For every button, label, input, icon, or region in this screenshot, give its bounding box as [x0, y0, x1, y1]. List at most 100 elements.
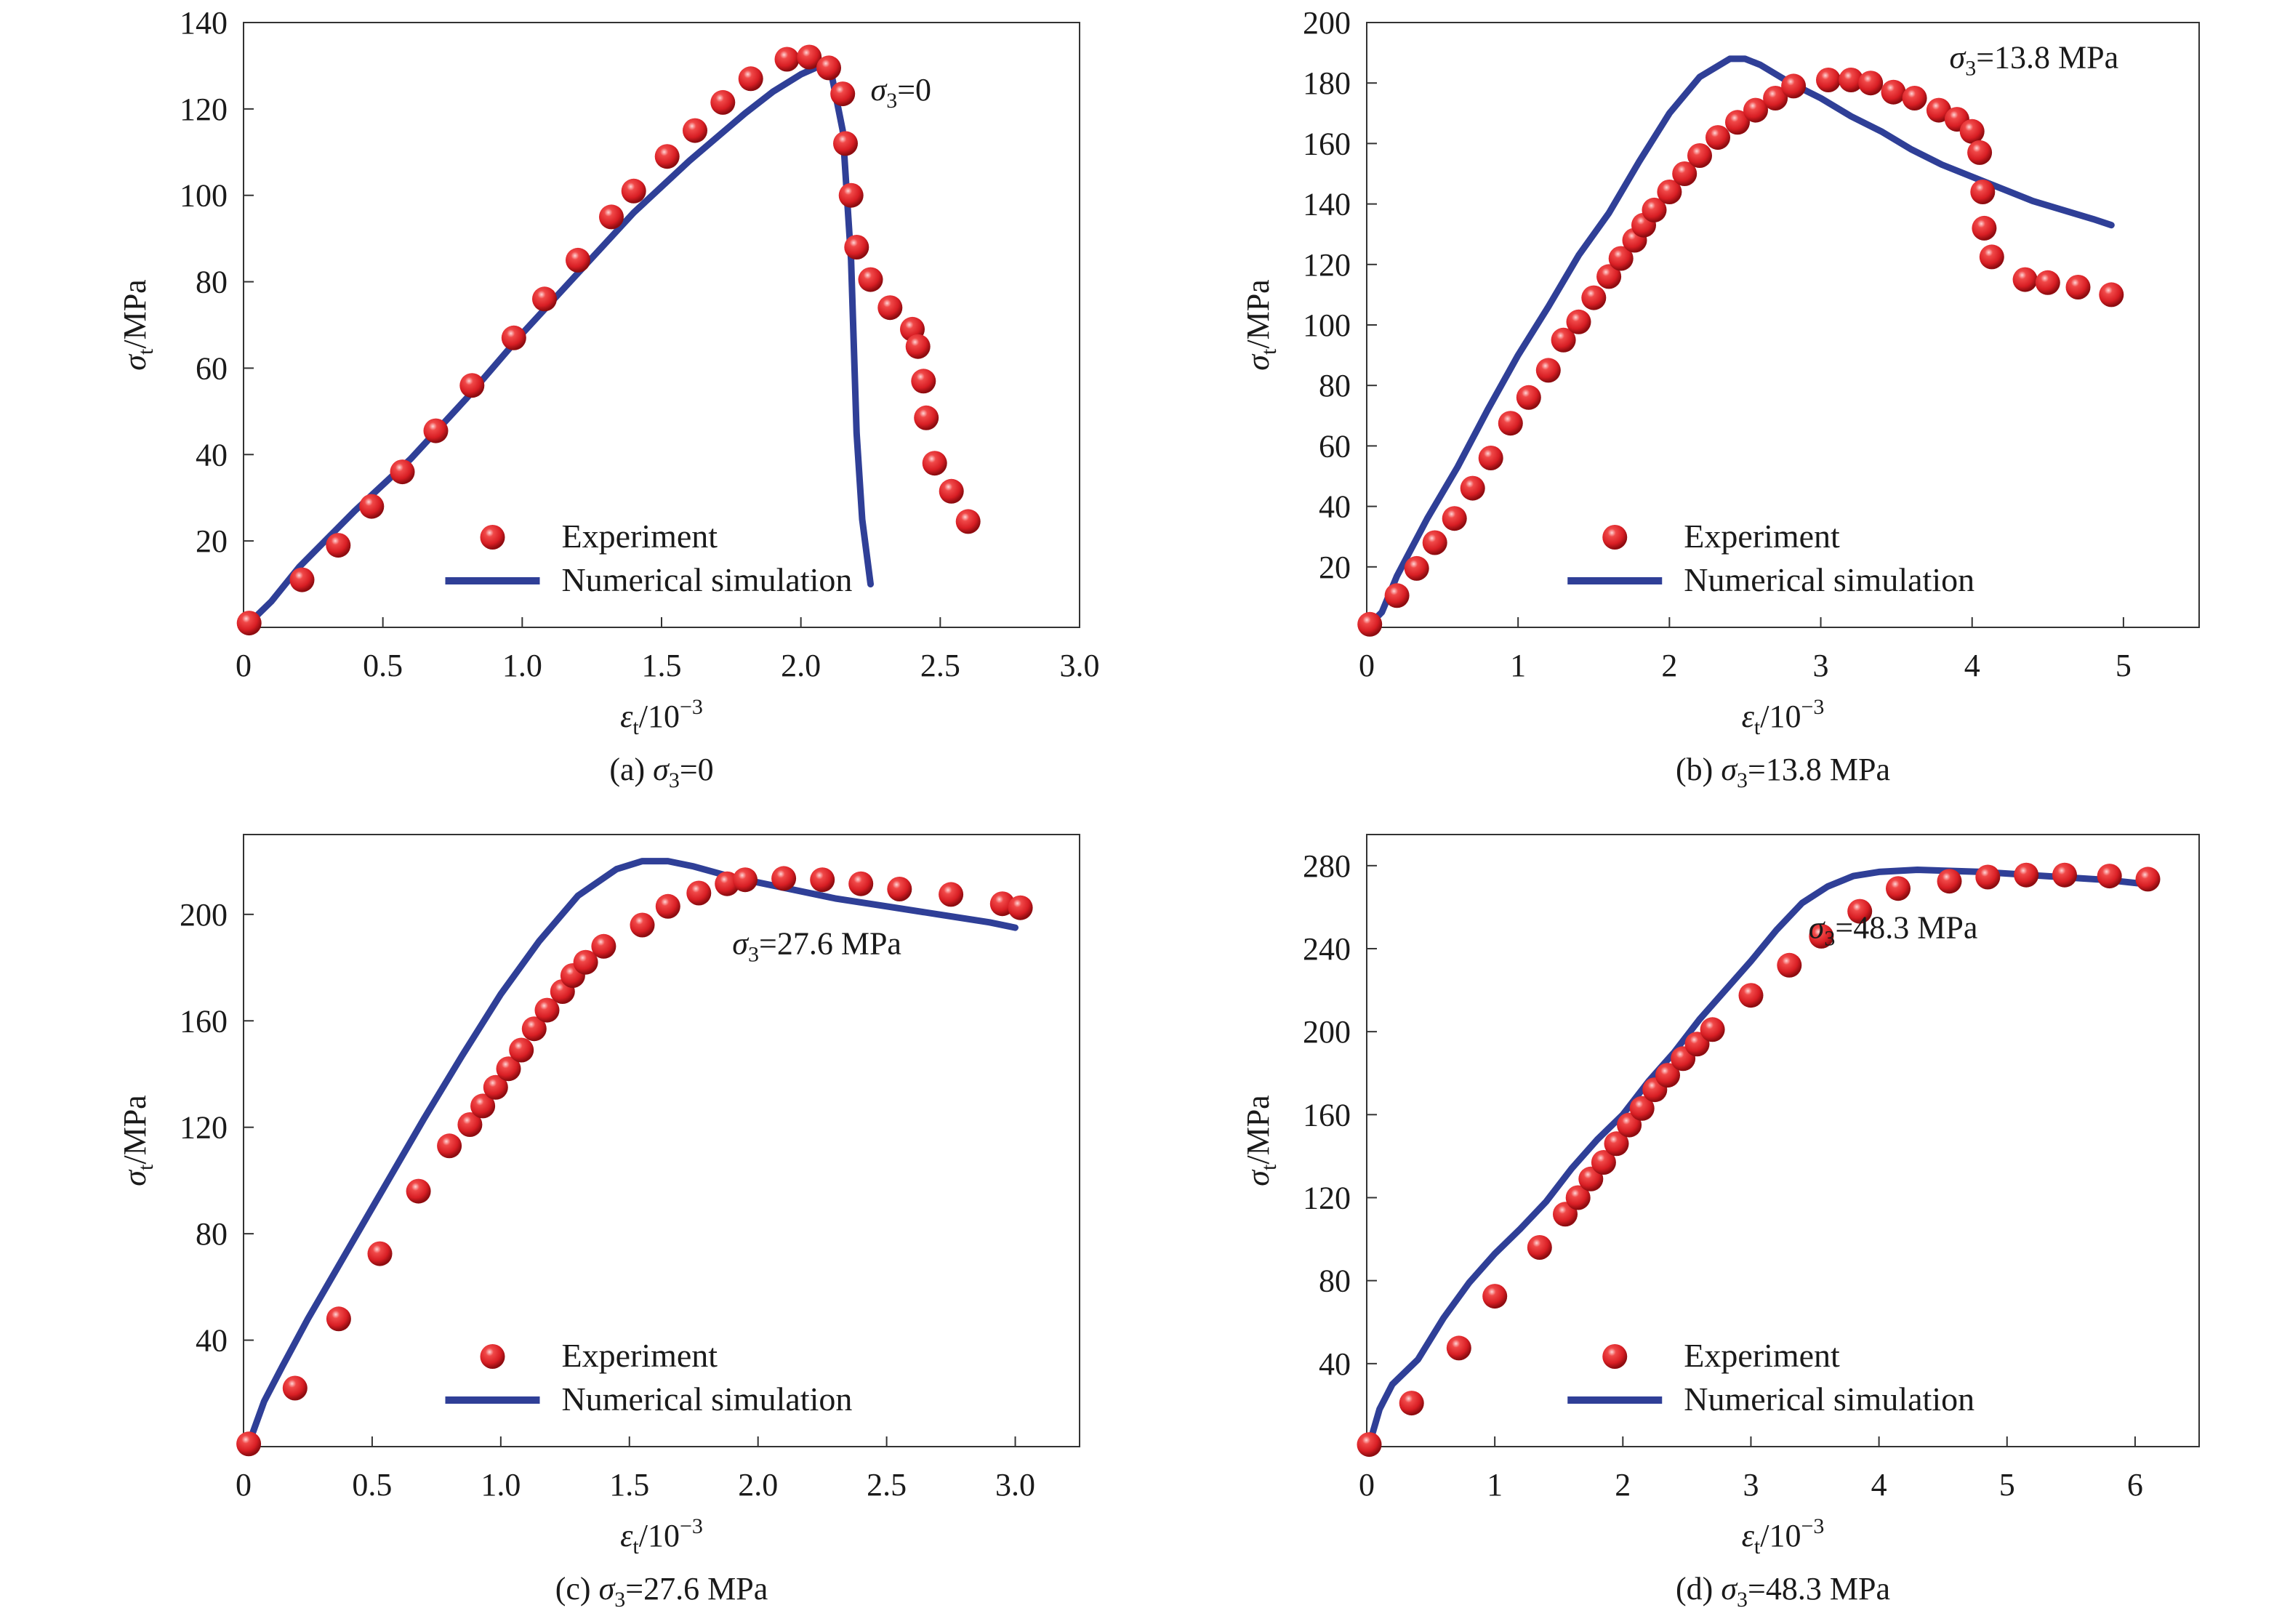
experiment-point: [774, 47, 800, 72]
y-tick-label: 80: [196, 1216, 228, 1252]
experiment-point: [236, 1431, 262, 1457]
experiment-point: [621, 178, 646, 204]
experiment-point: [939, 882, 964, 907]
experiment-point: [1498, 411, 1523, 436]
panel-caption: (d) σ3=48.3 MPa: [1676, 1571, 1890, 1612]
x-tick-label: 0: [236, 648, 252, 683]
experiment-point: [1858, 71, 1884, 96]
y-tick-label: 80: [1319, 368, 1351, 403]
x-tick-label: 6: [2127, 1467, 2143, 1503]
y-axis-label: σt/MPa: [1240, 279, 1281, 370]
experiment-point: [1591, 1150, 1616, 1175]
experiment-point: [2065, 275, 2091, 300]
experiment-point: [1629, 1096, 1655, 1121]
y-tick-label: 100: [1303, 307, 1351, 343]
experiment-point: [423, 418, 449, 443]
experiment-point: [1655, 1063, 1680, 1088]
experiment-point: [655, 893, 680, 919]
x-tick-label: 2.5: [920, 648, 960, 683]
x-tick-label: 4: [1964, 648, 1980, 683]
x-tick-label: 2: [1615, 1467, 1631, 1503]
experiment-point: [591, 933, 616, 959]
experiment-point: [905, 334, 931, 359]
legend-experiment-label: Experiment: [562, 1337, 718, 1374]
experiment-point: [1839, 68, 1864, 92]
experiment-point: [573, 949, 598, 975]
x-tick-label: 2: [1661, 648, 1677, 683]
experiment-point: [1967, 140, 1993, 165]
x-tick-label: 0.5: [363, 648, 403, 683]
x-tick-label: 0: [1359, 648, 1375, 683]
legend-experiment-marker: [1602, 525, 1628, 550]
experiment-point: [1809, 923, 1834, 949]
experiment-point: [483, 1074, 508, 1100]
experiment-point: [797, 44, 822, 70]
experiment-point: [390, 459, 415, 485]
experiment-point: [1847, 899, 1873, 924]
legend-simulation-label: Numerical simulation: [562, 561, 853, 598]
experiment-point: [326, 1306, 351, 1332]
y-tick-label: 40: [196, 437, 228, 473]
legend-simulation-label: Numerical simulation: [1684, 1380, 1974, 1418]
experiment-point: [1763, 86, 1788, 110]
experiment-point: [1642, 197, 1667, 222]
experiment-point: [1975, 864, 2001, 890]
panel-b: 0 1 2 3 4 5 20 40 60 80 100 120 140 160 180 200 Experime…: [1240, 5, 2200, 792]
x-tick-label: 5: [2116, 648, 2132, 683]
y-axis-label: σt/MPa: [117, 1095, 158, 1186]
experiment-point: [1516, 385, 1541, 410]
legend-simulation-label: Numerical simulation: [1684, 561, 1974, 598]
experiment-point: [733, 867, 758, 893]
x-tick-label: 0.5: [352, 1467, 392, 1503]
condition-annotation: σ3=48.3 MPa: [1809, 910, 1978, 951]
experiment-point: [496, 1056, 521, 1082]
experiment-point: [289, 567, 315, 592]
experiment-point: [1357, 1432, 1382, 1458]
experiment-point: [406, 1178, 431, 1204]
experiment-point: [877, 295, 903, 321]
experiment-point: [1604, 1131, 1629, 1157]
panel-caption: (b) σ3=13.8 MPa: [1676, 752, 1890, 792]
experiment-point: [2099, 282, 2124, 307]
experiment-point: [1535, 358, 1561, 383]
x-tick-label: 3.0: [1060, 648, 1100, 683]
x-tick-label: 1.5: [642, 648, 682, 683]
y-tick-label: 160: [1303, 126, 1351, 161]
y-tick-label: 180: [1303, 65, 1351, 101]
y-tick-label: 40: [1319, 1346, 1351, 1382]
y-axis-label: σt/MPa: [1240, 1095, 1281, 1186]
experiment-point: [955, 509, 981, 534]
experiment-point: [1478, 446, 1503, 470]
x-tick-label: 2.0: [738, 1467, 778, 1503]
x-axis-label: εt/10−3: [620, 695, 703, 739]
experiment-point: [1970, 180, 1996, 204]
experiment-point: [1972, 215, 1997, 241]
experiment-point: [1399, 1391, 1424, 1416]
experiment-point: [1725, 110, 1750, 135]
experiment-point: [838, 182, 864, 208]
y-tick-label: 20: [1319, 550, 1351, 585]
legend-experiment-marker: [480, 1344, 505, 1369]
experiment-point: [848, 871, 874, 896]
y-tick-label: 160: [180, 1003, 228, 1039]
experiment-point: [1404, 555, 1429, 581]
x-tick-label: 2.5: [867, 1467, 907, 1503]
experiment-point: [457, 1112, 483, 1137]
experiment-point: [1482, 1284, 1508, 1309]
x-tick-label: 1.0: [481, 1467, 521, 1503]
experiment-point: [816, 55, 841, 81]
experiment-point: [1881, 79, 1906, 105]
experiment-point: [1566, 309, 1591, 334]
x-tick-label: 2.0: [781, 648, 821, 683]
experiment-point: [911, 369, 936, 394]
legend-experiment-marker: [480, 525, 505, 550]
experiment-point: [1422, 530, 1447, 555]
plot-frame: [243, 834, 1080, 1447]
experiment-point: [858, 267, 883, 292]
x-tick-label: 4: [1871, 1467, 1887, 1503]
legend-experiment-label: Experiment: [1684, 1337, 1840, 1374]
condition-annotation: σ3=27.6 MPa: [732, 926, 901, 967]
x-tick-label: 1.5: [609, 1467, 649, 1503]
y-tick-label: 120: [1303, 1180, 1351, 1215]
